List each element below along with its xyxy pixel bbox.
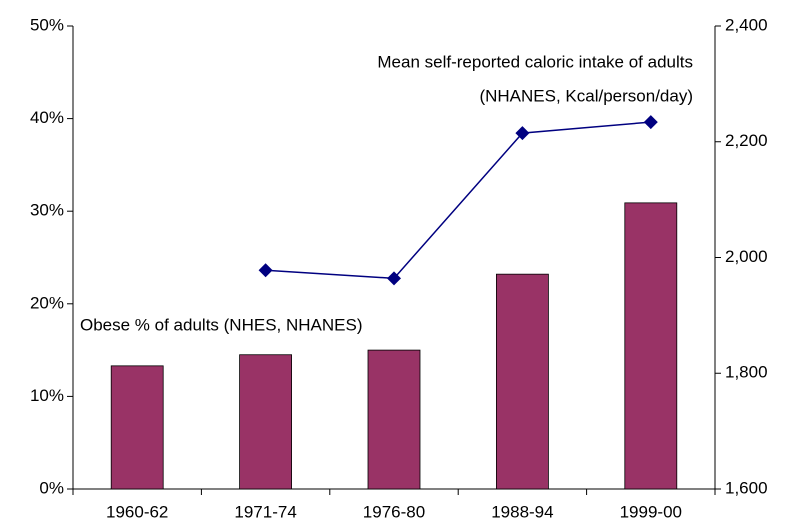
y-tick-label: 30% [30, 201, 64, 220]
bar [495, 273, 549, 490]
marker [258, 263, 273, 278]
y-tick-label: 0% [39, 478, 64, 497]
x-tick-label: 1971-74 [234, 502, 296, 521]
line-label-sub: (NHANES, Kcal/person/day) [479, 86, 693, 105]
y2-tick-label: 2,400 [725, 15, 768, 34]
bar [367, 349, 421, 490]
bar [624, 202, 678, 490]
line [265, 121, 651, 280]
line-label: Mean self-reported caloric intake of adu… [377, 52, 693, 71]
y-tick-label: 40% [30, 108, 64, 127]
bar [110, 365, 164, 490]
bar [239, 354, 293, 490]
marker [387, 271, 401, 286]
y2-tick-label: 2,200 [725, 131, 768, 150]
x-tick-label: 1999-00 [620, 502, 682, 521]
y-tick-label: 20% [30, 293, 64, 312]
bar-label: Obese % of adults (NHES, NHANES) [80, 315, 362, 334]
y-tick-label: 50% [30, 15, 64, 34]
y2-tick-label: 2,000 [725, 247, 768, 266]
y2-tick-label: 1,600 [725, 478, 768, 497]
marker [643, 115, 658, 130]
x-tick-label: 1960-62 [106, 502, 168, 521]
y2-tick-label: 1,800 [725, 363, 768, 382]
x-tick-label: 1988-94 [491, 502, 553, 521]
marker [515, 126, 530, 141]
x-tick-label: 1976-80 [363, 502, 425, 521]
y-tick-label: 10% [30, 386, 64, 405]
